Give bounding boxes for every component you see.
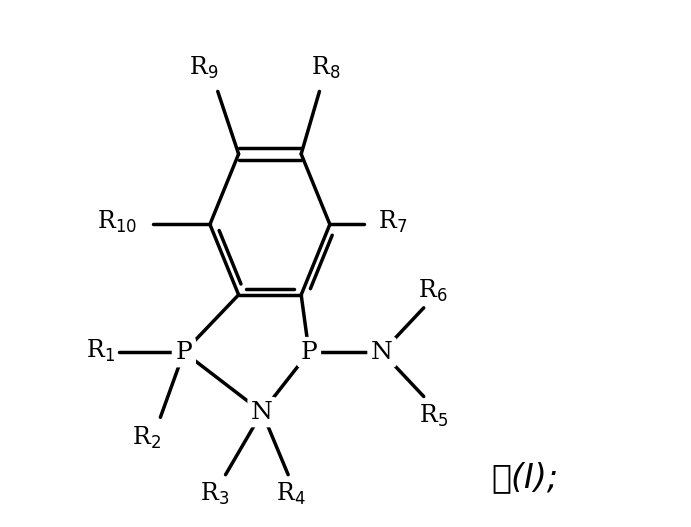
Text: R$_1$: R$_1$	[86, 337, 115, 364]
Text: N: N	[371, 340, 393, 364]
Text: R$_{10}$: R$_{10}$	[97, 209, 137, 235]
Text: R$_4$: R$_4$	[276, 481, 305, 507]
Text: R$_3$: R$_3$	[200, 481, 229, 507]
Text: R$_9$: R$_9$	[189, 55, 218, 81]
Text: P: P	[176, 340, 192, 364]
Text: 式(I);: 式(I);	[492, 461, 559, 494]
Text: R$_8$: R$_8$	[311, 55, 341, 81]
Text: R$_5$: R$_5$	[419, 403, 448, 429]
Text: N: N	[251, 401, 273, 424]
Text: R$_2$: R$_2$	[132, 425, 161, 451]
Text: R$_6$: R$_6$	[418, 278, 448, 304]
Text: R$_7$: R$_7$	[378, 209, 407, 235]
Text: P: P	[301, 340, 317, 364]
